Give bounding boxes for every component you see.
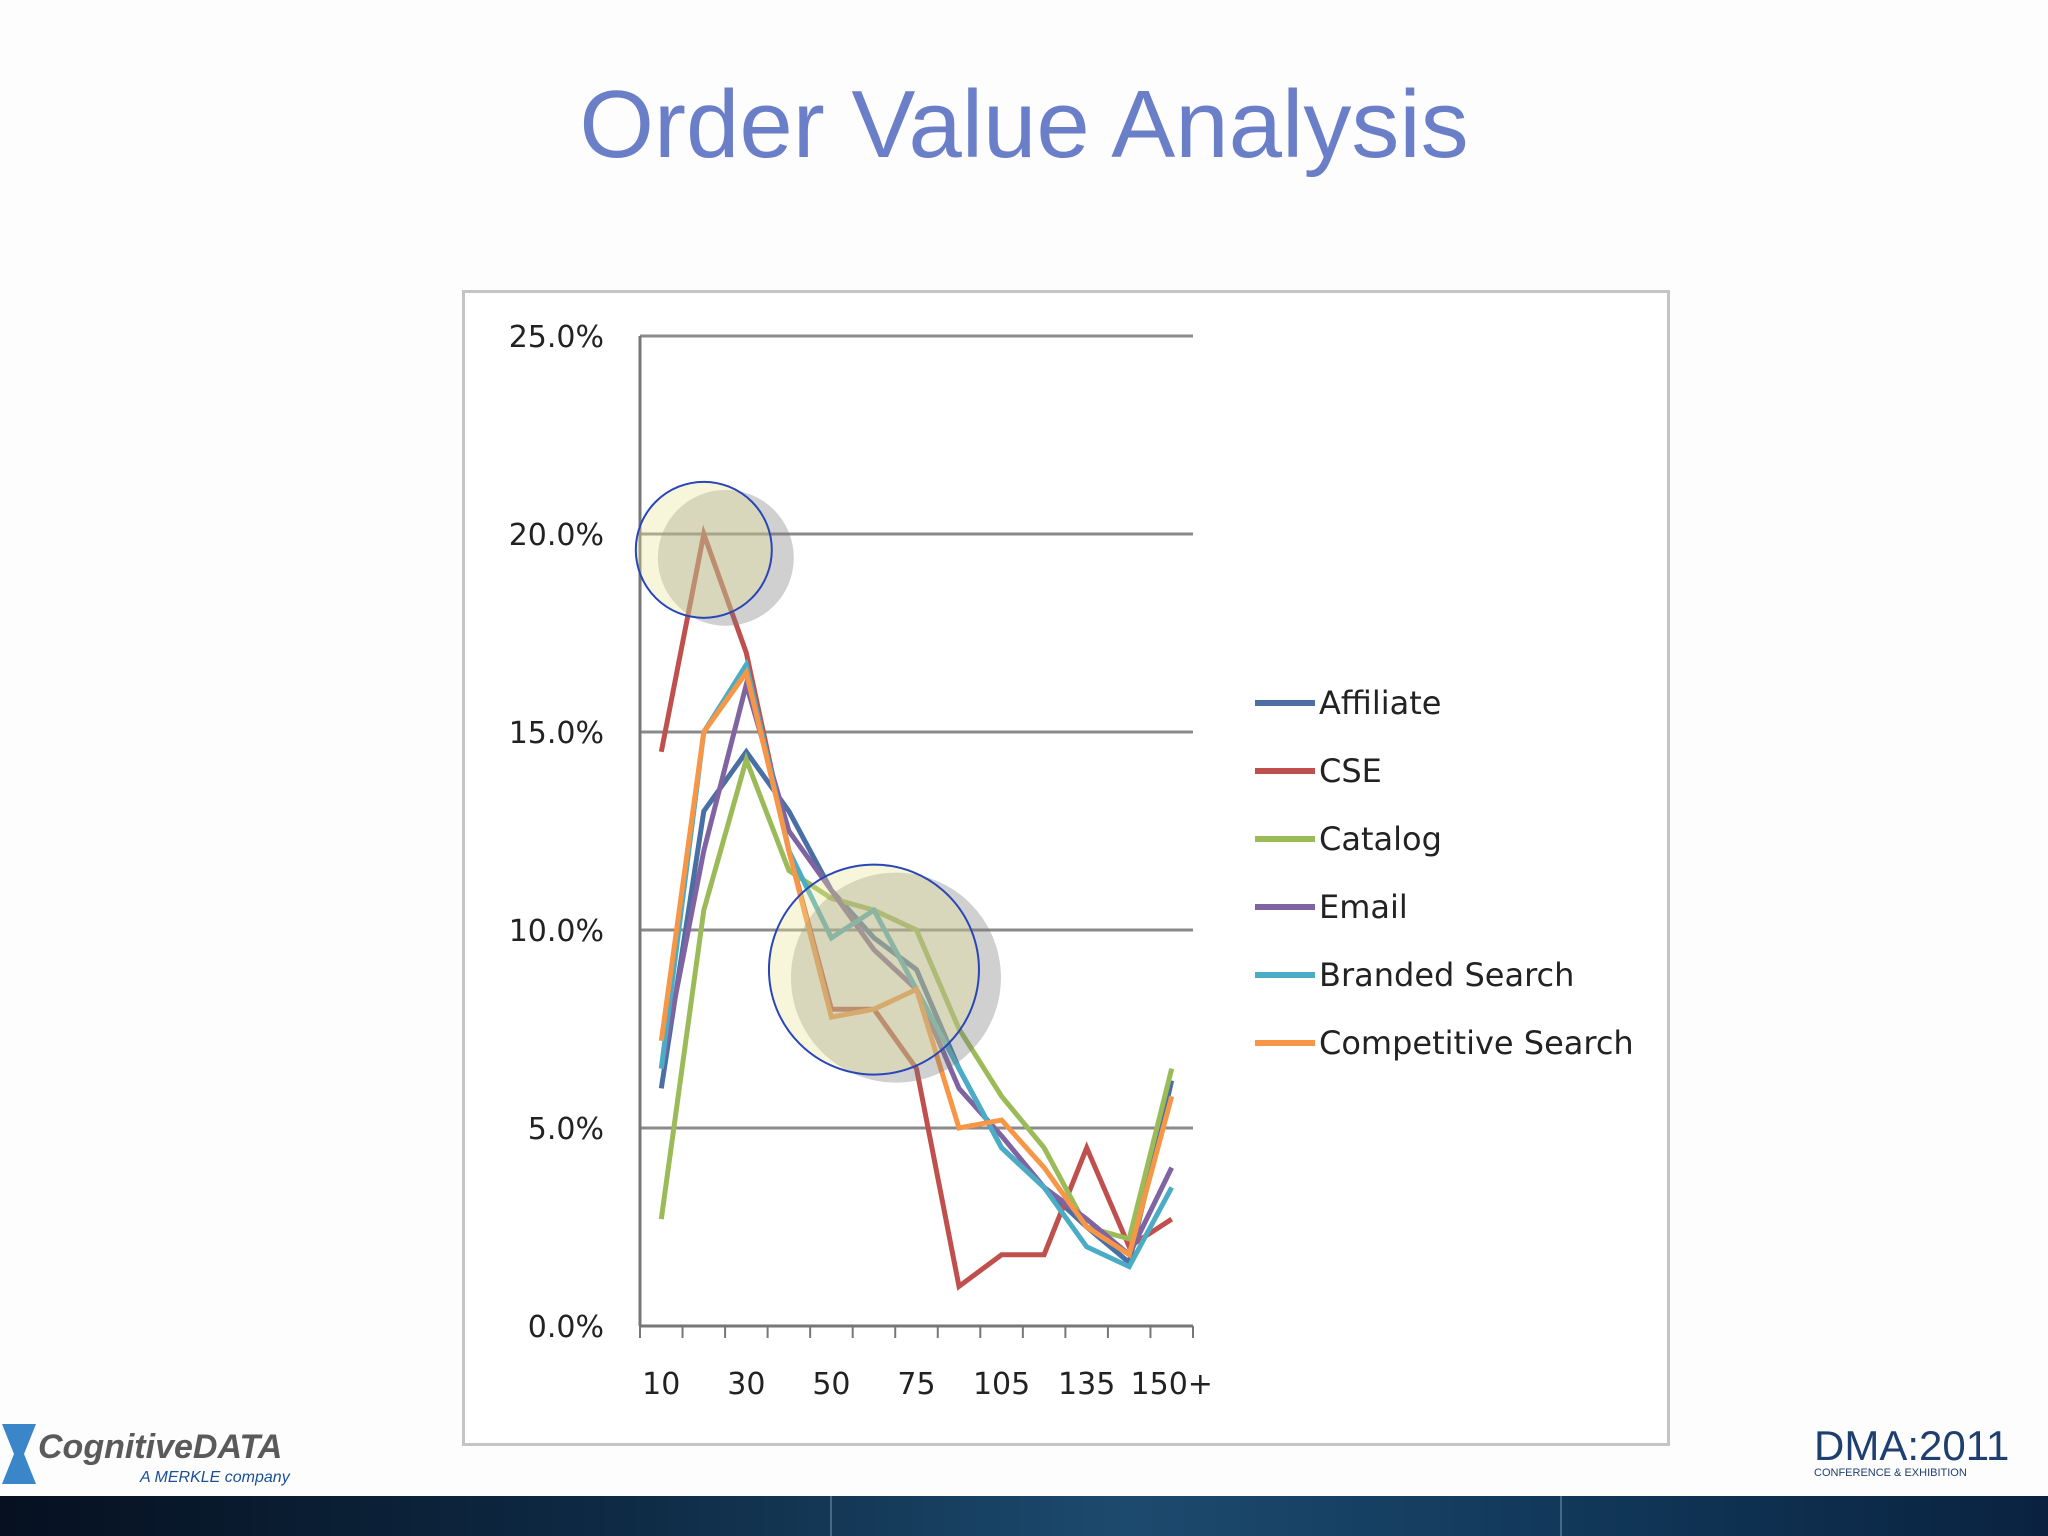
y-tick-label: 5.0% — [528, 1112, 604, 1147]
line-chart: 0.0% 5.0% 10.0% 15.0% 20.0% 25.0% 10 30 50 75 105 1… — [509, 320, 1634, 1402]
logo-right-tagline: CONFERENCE & EXHIBITION — [1814, 1467, 1967, 1479]
series-line-competitive-search — [658, 666, 1175, 1259]
x-tick-label: 50 — [812, 1367, 850, 1402]
dma-2011-logo: DMA:2011 CONFERENCE & EXHIBITION — [1814, 1422, 2009, 1479]
legend-label: Competitive Search — [1319, 1024, 1634, 1062]
x-tick-label: 135 — [1058, 1367, 1115, 1402]
slide-title: Order Value Analysis — [579, 71, 1469, 178]
cognitivedata-logo: CognitiveDATA A MERKLE company — [2, 1424, 291, 1486]
highlight-shadow — [790, 872, 1001, 1083]
legend-label: Catalog — [1319, 820, 1442, 858]
series-line-cse — [658, 524, 1174, 1291]
footer-divider — [830, 1496, 832, 1536]
x-tick-label: 10 — [642, 1367, 680, 1402]
x-tick-label: 30 — [727, 1367, 765, 1402]
y-tick-label: 25.0% — [509, 320, 604, 355]
logo-left-tagline: A MERKLE company — [139, 1469, 291, 1486]
y-tick-label: 20.0% — [509, 518, 604, 553]
chart-frame: 0.0% 5.0% 10.0% 15.0% 20.0% 25.0% 10 30 50 75 105 1… — [462, 290, 1670, 1446]
highlight-circle — [634, 480, 773, 619]
logo-mark-icon — [2, 1424, 36, 1484]
legend-label: Email — [1319, 888, 1408, 926]
logo-left-brand: CognitiveDATA — [38, 1428, 282, 1466]
logo-right-brand: DMA:2011 — [1814, 1422, 2009, 1469]
highlight-circle — [767, 863, 980, 1076]
x-tick-label: 75 — [897, 1367, 935, 1402]
legend-label: Affiliate — [1319, 684, 1441, 722]
footer-band — [0, 1496, 2048, 1536]
x-tick-label: 150+ — [1131, 1367, 1213, 1402]
y-tick-label: 0.0% — [528, 1310, 604, 1345]
legend-label: CSE — [1319, 752, 1382, 790]
footer-divider — [1560, 1496, 1562, 1536]
y-tick-label: 15.0% — [509, 716, 604, 751]
y-tick-label: 10.0% — [509, 914, 604, 949]
legend-label: Branded Search — [1319, 956, 1574, 994]
x-tick-label: 105 — [973, 1367, 1030, 1402]
highlight-shadow — [657, 489, 794, 626]
